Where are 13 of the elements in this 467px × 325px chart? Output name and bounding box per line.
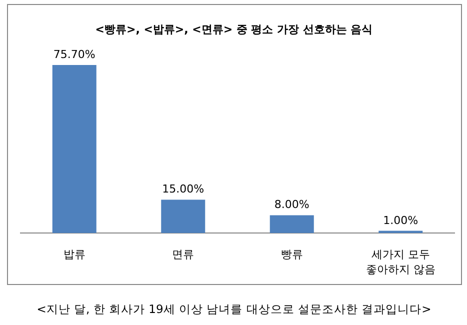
data-label: 75.70% — [53, 48, 96, 61]
data-label: 8.00% — [274, 198, 310, 212]
x-tick-label: 면류 — [172, 248, 194, 261]
chart-title: <빵류>, <밥류>, <면류> 중 평소 가장 선호하는 음식 — [95, 23, 373, 36]
data-label: 15.00% — [162, 182, 204, 196]
bar — [161, 200, 206, 233]
text: <지난 달, 한 회사가 19세 이상 남녀를 대상으로 설문조사한 결과입니다> — [36, 302, 432, 316]
bar — [52, 65, 96, 233]
bar — [270, 215, 314, 233]
x-tick-label: 세가지 모두 좋아하지 않음 — [366, 248, 436, 276]
data-label: 1.00% — [383, 214, 418, 227]
x-tick-label: 빵류 — [280, 248, 303, 261]
x-tick-label: 밥류 — [63, 248, 86, 261]
